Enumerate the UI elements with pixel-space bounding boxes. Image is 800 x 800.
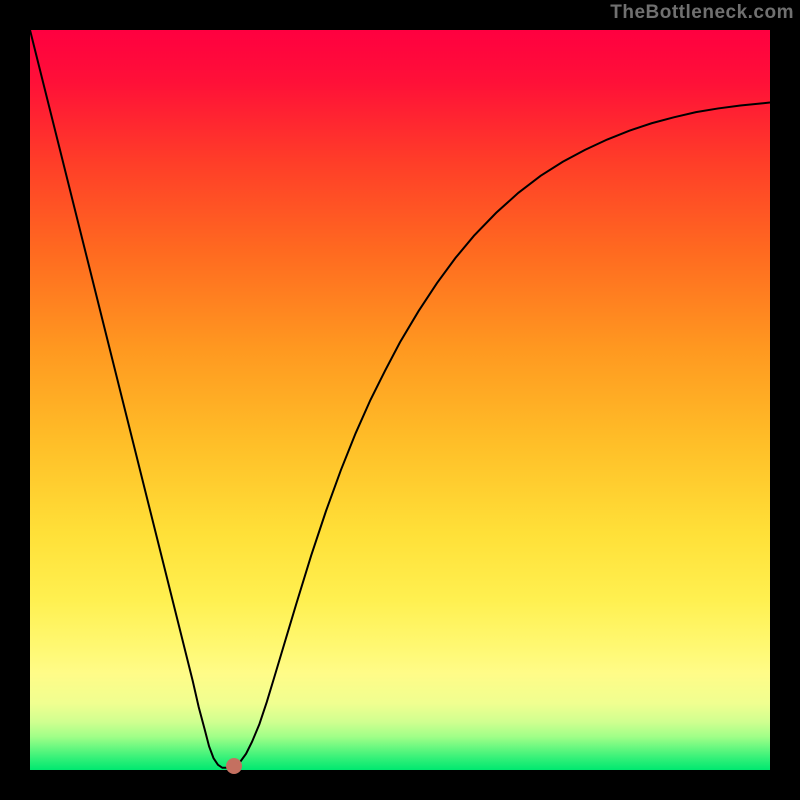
optimal-point-marker (226, 758, 242, 774)
curve-svg (30, 30, 770, 770)
watermark-text: TheBottleneck.com (610, 2, 794, 24)
bottleneck-curve (30, 30, 770, 768)
plot-area (30, 30, 770, 770)
chart-container: TheBottleneck.com (0, 0, 800, 800)
